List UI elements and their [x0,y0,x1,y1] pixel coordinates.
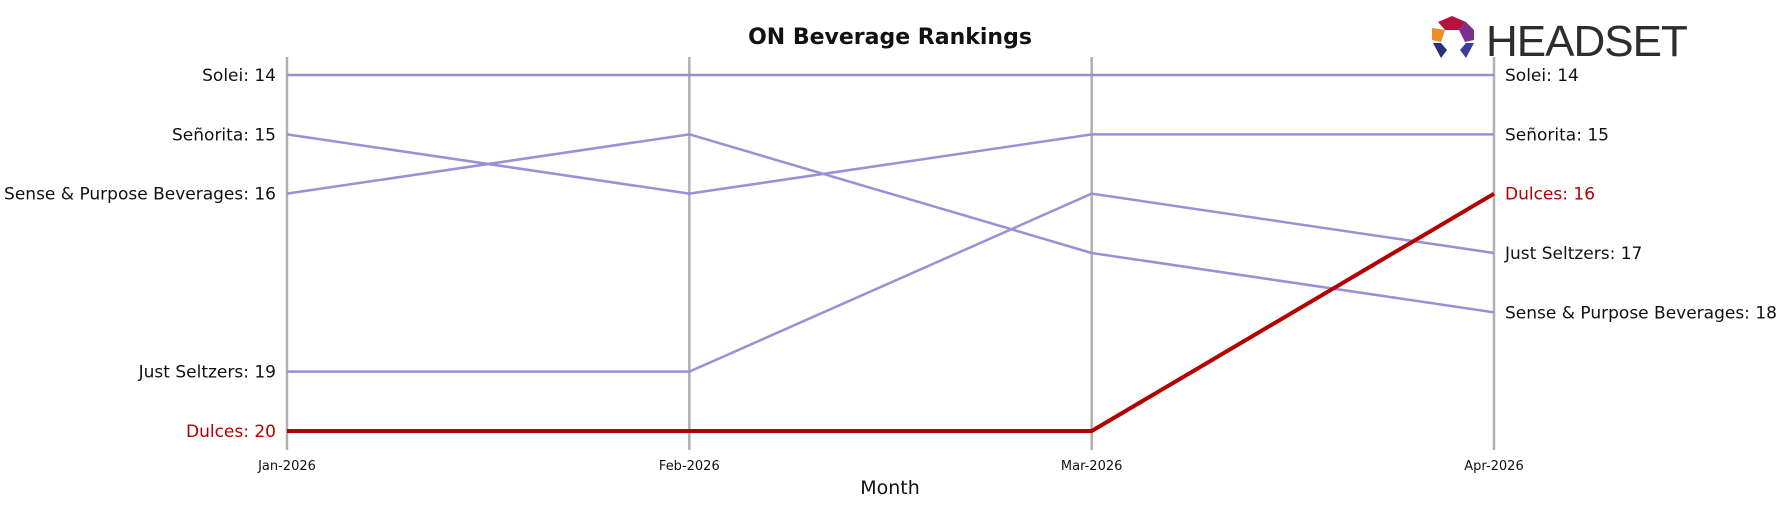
x-axis-label: Month [860,477,920,499]
series-line [286,133,1495,314]
right-rank-label: Sense & Purpose Beverages: 18 [1505,303,1777,323]
headset-logo-icon [1432,16,1474,58]
month-tick-label: Feb-2026 [659,459,720,474]
right-rank-label: Señorita: 15 [1505,125,1609,145]
series-line [286,133,1494,195]
series-line [287,191,1496,433]
left-rank-label: Sense & Purpose Beverages: 16 [4,185,276,205]
right-rank-label: Dulces: 16 [1505,185,1595,205]
left-rank-label: Señorita: 15 [172,125,276,145]
right-rank-label: Just Seltzers: 17 [1504,244,1642,264]
month-tick-label: Mar-2026 [1061,459,1122,474]
left-rank-label: Dulces: 20 [186,422,276,442]
headset-logo-text: HEADSET [1486,17,1687,66]
chart-title: ON Beverage Rankings [748,25,1032,50]
month-tick-label: Jan-2026 [257,459,316,474]
month-tick-label: Apr-2026 [1464,459,1523,474]
series-lines [286,73,1496,433]
right-rank-label: Solei: 14 [1505,66,1579,86]
left-rank-label: Solei: 14 [202,66,276,86]
rank-labels: Solei: 14 Solei: 14 Señorita: 15 Señorita: … [4,66,1777,442]
month-axes: Jan-2026 Feb-2026 Mar-2026 Apr-2026 [257,57,1524,474]
left-rank-label: Just Seltzers: 19 [138,363,276,383]
headset-logo: HEADSET [1432,16,1688,66]
series-line [287,192,1495,373]
